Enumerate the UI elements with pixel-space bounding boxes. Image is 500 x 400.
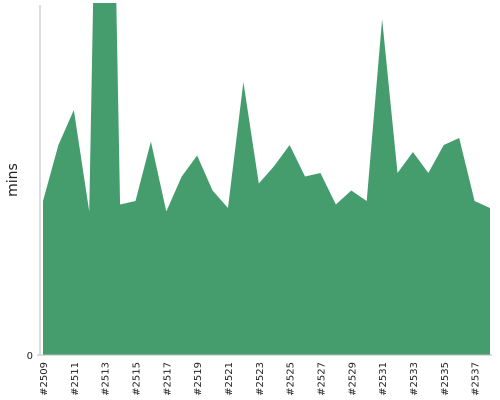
x-tick-label: #2535: [440, 362, 451, 396]
x-tick-label: #2537: [471, 362, 482, 396]
x-tick-label: #2515: [131, 362, 142, 396]
x-tick-label: #2527: [316, 362, 327, 396]
y-axis-label: mins: [5, 163, 21, 197]
area: [43, 3, 490, 355]
x-tick-label: #2513: [101, 362, 112, 396]
x-tick-label: #2533: [409, 362, 420, 396]
x-tick-label: #2529: [347, 362, 358, 396]
x-tick-label: #2523: [255, 362, 266, 396]
x-tick-label: #2521: [224, 362, 235, 396]
y-tick-label: 0: [27, 351, 33, 362]
x-tick-label: #2517: [162, 362, 173, 396]
x-tick-label: #2519: [193, 362, 204, 396]
x-tick-label: #2525: [286, 362, 297, 396]
x-tick-label: #2531: [378, 362, 389, 396]
x-tick-label: #2511: [70, 362, 81, 396]
x-tick-label: #2509: [39, 362, 50, 396]
